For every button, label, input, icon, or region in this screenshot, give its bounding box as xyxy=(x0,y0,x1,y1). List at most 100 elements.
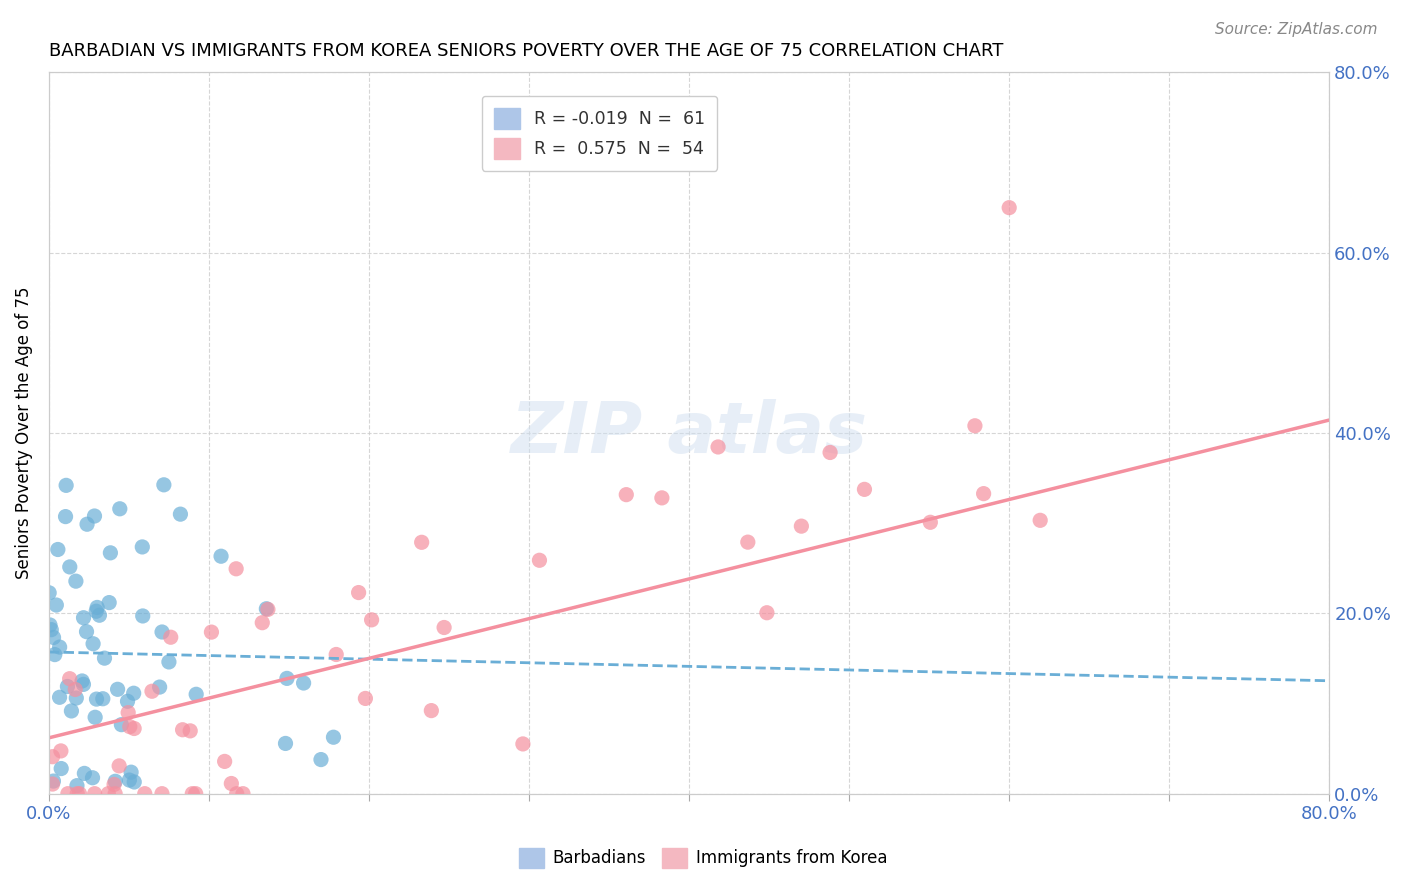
Point xyxy=(292,676,315,690)
Point xyxy=(141,684,163,698)
Point xyxy=(42,631,65,645)
Point xyxy=(184,787,207,801)
Point xyxy=(51,762,73,776)
Point xyxy=(39,623,62,637)
Point xyxy=(70,673,93,688)
Point xyxy=(186,687,208,701)
Point xyxy=(86,692,108,706)
Point xyxy=(72,611,94,625)
Point xyxy=(46,542,69,557)
Text: BARBADIAN VS IMMIGRANTS FROM KOREA SENIORS POVERTY OVER THE AGE OF 75 CORRELATIO: BARBADIAN VS IMMIGRANTS FROM KOREA SENIO… xyxy=(49,42,1004,60)
Point xyxy=(69,787,91,801)
Point xyxy=(150,625,173,640)
Point xyxy=(325,648,347,662)
Point xyxy=(108,501,131,516)
Point xyxy=(149,680,172,694)
Point xyxy=(1029,513,1052,527)
Point xyxy=(41,777,63,791)
Point xyxy=(98,596,121,610)
Point xyxy=(84,710,107,724)
Point xyxy=(433,620,456,634)
Legend: R = -0.019  N =  61, R =  0.575  N =  54: R = -0.019 N = 61, R = 0.575 N = 54 xyxy=(482,95,717,171)
Point xyxy=(122,686,145,700)
Point xyxy=(82,771,104,785)
Point xyxy=(118,773,141,788)
Point xyxy=(66,779,89,793)
Point xyxy=(529,553,551,567)
Point xyxy=(998,201,1021,215)
Point xyxy=(232,787,254,801)
Point xyxy=(93,651,115,665)
Point xyxy=(252,615,274,630)
Point xyxy=(104,787,127,801)
Point xyxy=(153,478,176,492)
Point xyxy=(110,717,132,731)
Point xyxy=(512,737,534,751)
Point xyxy=(347,585,370,599)
Point xyxy=(42,774,65,789)
Point xyxy=(55,509,77,524)
Point xyxy=(131,540,153,554)
Point xyxy=(83,508,105,523)
Point xyxy=(209,549,232,564)
Point xyxy=(38,586,60,600)
Y-axis label: Seniors Poverty Over the Age of 75: Seniors Poverty Over the Age of 75 xyxy=(15,287,32,579)
Point xyxy=(48,640,70,654)
Point xyxy=(150,787,173,801)
Text: Source: ZipAtlas.com: Source: ZipAtlas.com xyxy=(1215,22,1378,37)
Point xyxy=(360,613,382,627)
Point xyxy=(49,744,72,758)
Point xyxy=(651,491,673,505)
Point xyxy=(737,535,759,549)
Point xyxy=(104,774,127,789)
Point xyxy=(221,776,243,790)
Point xyxy=(117,694,139,708)
Point xyxy=(257,602,280,616)
Point xyxy=(56,787,79,801)
Point xyxy=(83,787,105,801)
Point xyxy=(60,704,83,718)
Point xyxy=(56,680,79,694)
Point xyxy=(614,488,637,502)
Point xyxy=(39,618,62,632)
Point xyxy=(920,516,942,530)
Point xyxy=(122,722,145,736)
Point xyxy=(354,691,377,706)
Point xyxy=(45,598,67,612)
Point xyxy=(76,624,98,639)
Point xyxy=(132,609,155,624)
Point xyxy=(853,483,876,497)
Point xyxy=(200,625,222,640)
Point xyxy=(100,546,122,560)
Point xyxy=(97,787,120,801)
Legend: Barbadians, Immigrants from Korea: Barbadians, Immigrants from Korea xyxy=(512,841,894,875)
Point xyxy=(159,630,181,644)
Point xyxy=(973,486,995,500)
Point xyxy=(103,777,125,791)
Point xyxy=(309,753,332,767)
Point xyxy=(122,775,145,789)
Point xyxy=(65,682,87,697)
Point xyxy=(181,787,204,801)
Point xyxy=(59,560,82,574)
Point xyxy=(73,766,96,780)
Text: ZIP atlas: ZIP atlas xyxy=(510,399,868,467)
Point xyxy=(157,655,180,669)
Point xyxy=(65,691,87,706)
Point xyxy=(790,519,813,533)
Point xyxy=(107,682,129,697)
Point xyxy=(44,648,66,662)
Point xyxy=(818,445,841,459)
Point xyxy=(755,606,778,620)
Point xyxy=(86,600,108,615)
Point xyxy=(82,637,104,651)
Point xyxy=(118,720,141,734)
Point xyxy=(172,723,194,737)
Point xyxy=(55,478,77,492)
Point xyxy=(169,507,191,521)
Point xyxy=(225,562,247,576)
Point xyxy=(84,604,107,618)
Point xyxy=(179,723,201,738)
Point xyxy=(134,787,156,801)
Point xyxy=(41,749,63,764)
